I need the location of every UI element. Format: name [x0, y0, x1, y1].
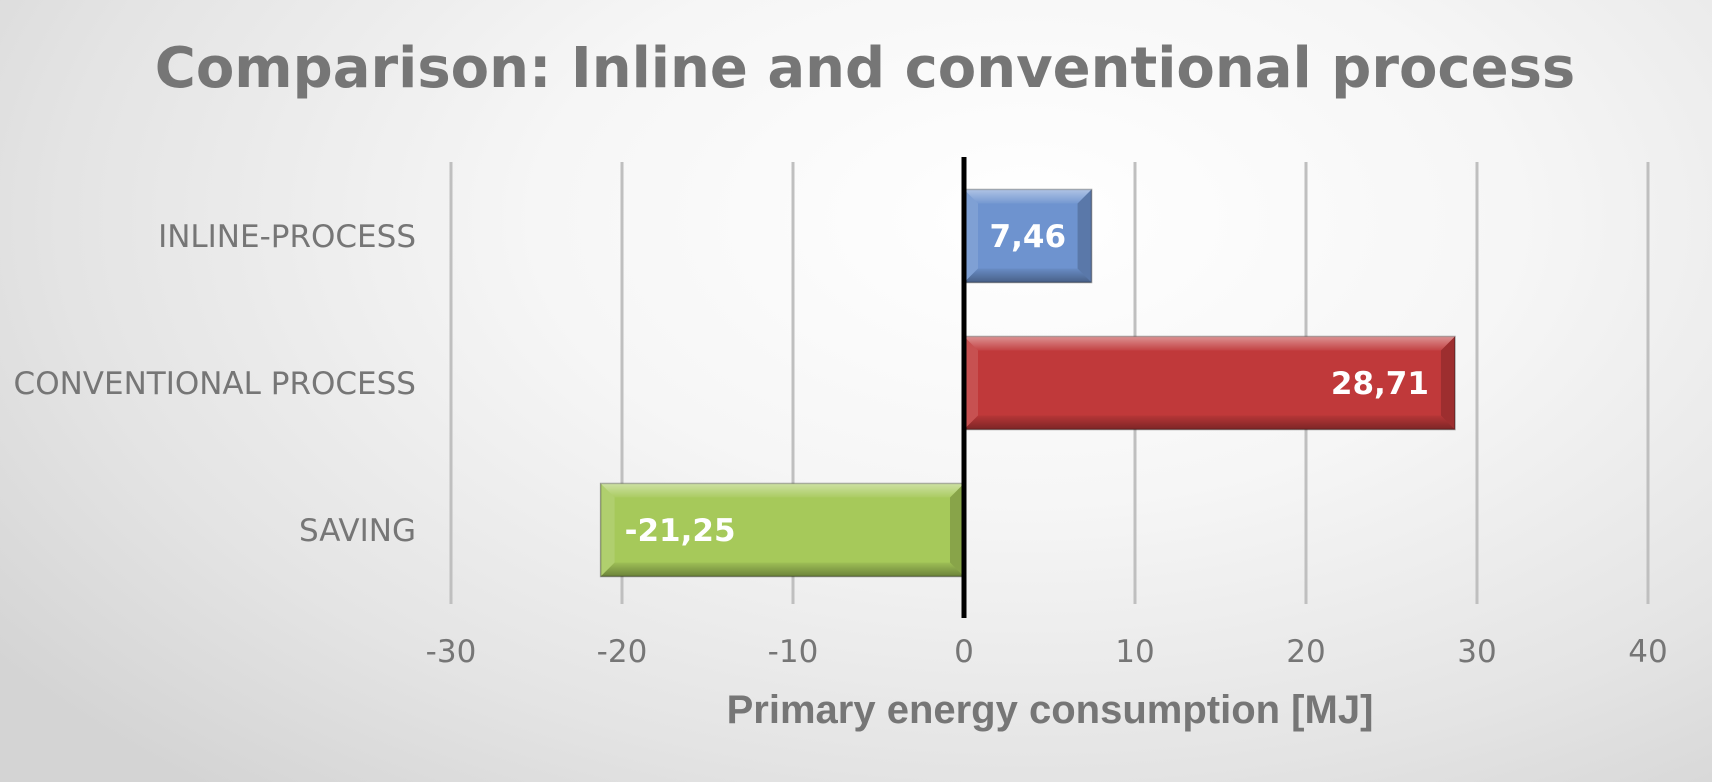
x-axis-title: Primary energy consumption [MJ]	[727, 688, 1374, 732]
x-tick-label: 10	[1115, 634, 1154, 670]
data-label: 7,46	[990, 219, 1067, 255]
data-labels: 7,46 28,71 -21,25	[625, 219, 1429, 549]
x-tick-label: 40	[1628, 634, 1667, 670]
category-labels: INLINE-PROCESS CONVENTIONAL PROCESS SAVING	[14, 219, 416, 549]
bar-inline-process	[963, 188, 1093, 284]
category-label: SAVING	[299, 513, 416, 549]
x-tick-labels: -30 -20 -10 0 10 20 30 40	[426, 634, 1668, 670]
data-label: 28,71	[1331, 366, 1429, 402]
bar-saving	[599, 482, 965, 578]
x-tick-label: -10	[768, 634, 819, 670]
x-tick-label: -30	[426, 634, 477, 670]
chart-title: Comparison: Inline and conventional proc…	[155, 36, 1576, 101]
x-tick-label: -20	[597, 634, 648, 670]
bars	[599, 188, 1456, 578]
category-label: CONVENTIONAL PROCESS	[14, 366, 416, 402]
category-label: INLINE-PROCESS	[158, 219, 416, 255]
x-tick-label: 20	[1286, 634, 1325, 670]
data-label: -21,25	[625, 513, 736, 549]
x-tick-label: 0	[954, 634, 974, 670]
x-tick-label: 30	[1457, 634, 1496, 670]
bar-conventional-process	[963, 335, 1456, 431]
